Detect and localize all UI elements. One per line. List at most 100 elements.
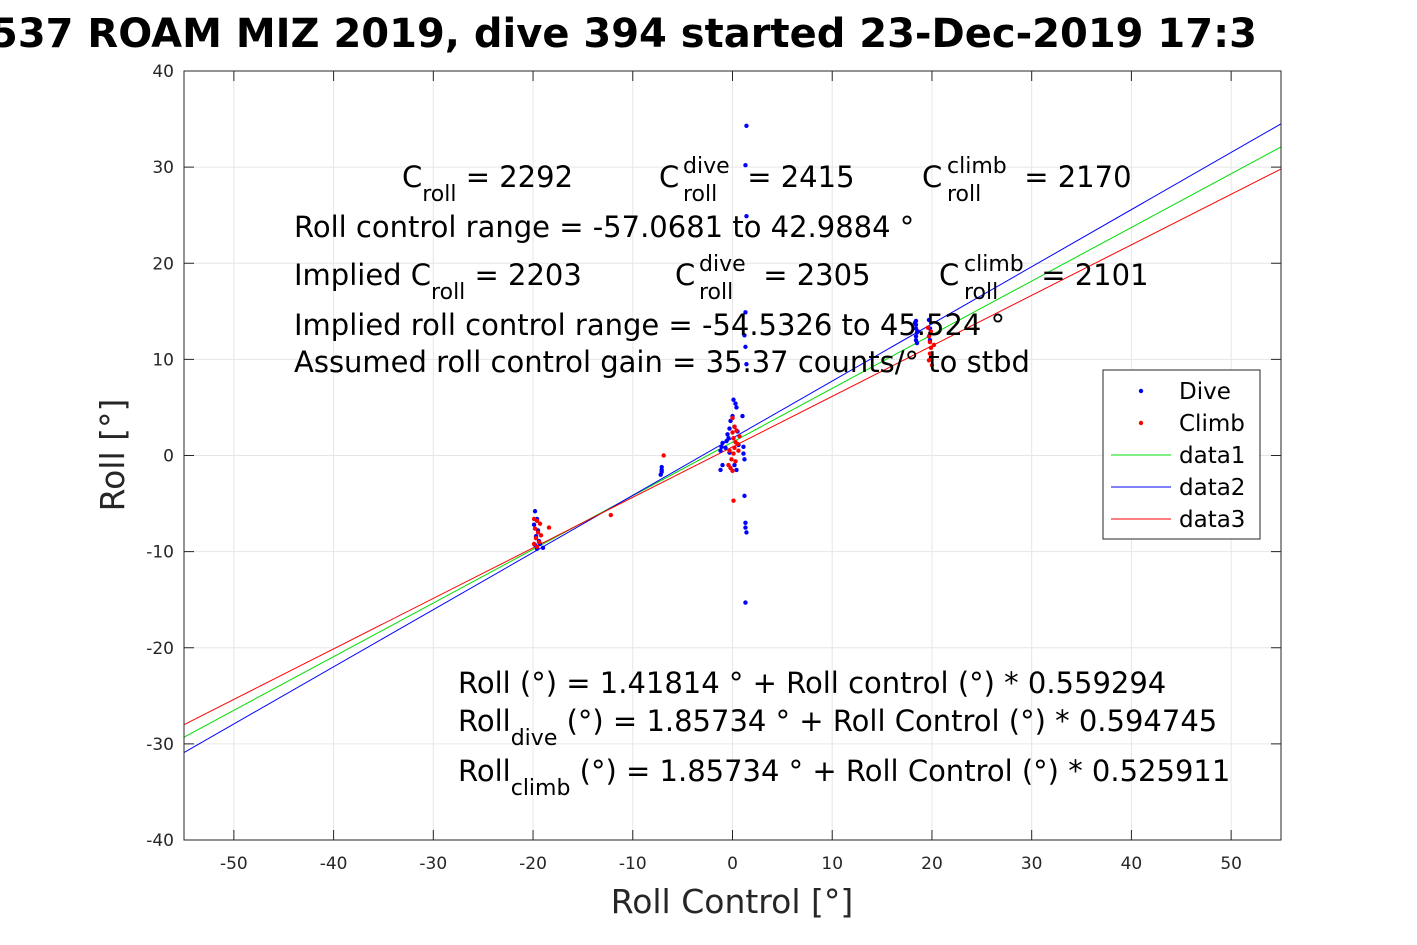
annotation-implied-range: Implied roll control range = -54.5326 to…: [294, 308, 1005, 342]
dive-point: [743, 525, 748, 530]
climb-point: [537, 521, 543, 526]
dive-point: [718, 448, 723, 453]
dive-point: [743, 344, 748, 350]
annotation-implied-croll: Implied Croll = 2203: [294, 258, 582, 305]
dive-point: [743, 163, 748, 168]
dive-point: [742, 457, 747, 462]
annotation-gain: Assumed roll control gain = 35.37 counts…: [294, 345, 1030, 379]
climb-point: [533, 535, 539, 541]
x-tick-label: 50: [1220, 854, 1242, 874]
x-axis-ticks: -50 -40 -30 -20 -10 0 10 20 30 40 50: [220, 71, 1242, 874]
x-tick-label: 0: [727, 854, 738, 874]
legend-items: Dive Climb data1 data2 data3: [1111, 379, 1245, 533]
climb-point: [926, 334, 932, 339]
climb-point: [531, 541, 537, 547]
x-tick-label: 30: [1021, 854, 1043, 874]
climb-point: [931, 342, 937, 348]
dive-point: [733, 401, 738, 406]
dive-point: [540, 545, 546, 550]
legend-label-data3: data3: [1179, 507, 1245, 533]
fit-line-data1: [183, 146, 1282, 738]
dive-point: [725, 432, 730, 437]
climb-point: [731, 435, 736, 441]
dive-point: [742, 333, 747, 338]
climb-point: [731, 498, 736, 503]
dive-point: [915, 329, 921, 334]
climb-point: [732, 445, 737, 451]
climb-point: [727, 448, 732, 453]
x-tick-label: -30: [419, 854, 447, 874]
dive-point: [726, 435, 731, 441]
dive-point: [741, 444, 746, 450]
y-axis-ticks: -40 -30 -20 -10 0 10 20 30 40: [146, 62, 1281, 851]
x-tick-label: 20: [921, 854, 943, 874]
y-tick-label: 30: [152, 158, 174, 178]
climb-point: [734, 428, 739, 433]
annotation-fit-all: Roll (°) = 1.41814 ° + Roll control (°) …: [458, 666, 1166, 700]
dive-point: [532, 509, 538, 514]
climb-point: [928, 355, 934, 360]
y-tick-label: -30: [146, 735, 174, 755]
y-tick-label: -10: [146, 543, 174, 563]
dive-point: [741, 451, 746, 456]
climb-point: [928, 329, 934, 334]
climb-point: [534, 544, 540, 550]
x-tick-label: -10: [619, 854, 647, 874]
climb-point: [733, 459, 738, 464]
dive-point: [744, 361, 749, 367]
climb-point: [732, 424, 737, 429]
dive-point: [720, 440, 725, 446]
y-tick-label: 40: [152, 62, 174, 82]
climb-point: [735, 441, 740, 447]
y-tick-label: -40: [146, 831, 174, 851]
x-tick-label: -50: [220, 854, 248, 874]
climb-point: [927, 351, 933, 356]
x-tick-label: 40: [1121, 854, 1143, 874]
x-axis-label: Roll Control [°]: [611, 882, 854, 921]
annotation-roll-control-range: Roll control range = -57.0681 to 42.9884…: [294, 210, 914, 244]
legend: Dive Climb data1 data2 data3: [1102, 369, 1261, 540]
legend-marker-dive: [1138, 388, 1144, 394]
dive-point: [742, 493, 747, 499]
dive-point: [912, 320, 918, 326]
axes-box: [183, 70, 1282, 841]
climb-point: [736, 448, 741, 453]
dive-point: [743, 600, 748, 605]
y-tick-label: 0: [163, 447, 174, 467]
climb-point: [927, 339, 933, 345]
climb-point: [534, 518, 540, 524]
dive-point: [743, 310, 748, 315]
annotation-croll: Croll = 2292: [402, 160, 573, 207]
climb-point: [730, 415, 735, 421]
climb-point: [661, 453, 666, 458]
climb-point: [538, 533, 544, 538]
dive-point: [734, 405, 739, 410]
dive-point: [531, 522, 537, 527]
x-tick-label: -20: [519, 854, 547, 874]
climb-point: [532, 526, 538, 531]
annotation-fit-dive: Rolldive (°) = 1.85734 ° + Roll Control …: [458, 704, 1217, 751]
climb-point: [536, 539, 542, 545]
dive-point: [732, 462, 737, 468]
annotation-fit-climb: Rollclimb (°) = 1.85734 ° + Roll Control…: [458, 754, 1230, 801]
dive-point: [744, 213, 749, 219]
plot-area: -50 -40 -30 -20 -10 0 10 20 30 40 50 -40 -30 -20 -10 0…: [146, 62, 1282, 874]
dive-point: [926, 317, 932, 323]
y-axis-label: Roll [°]: [93, 399, 132, 512]
dive-point: [744, 123, 749, 128]
x-tick-label: 10: [821, 854, 843, 874]
dive-point: [718, 467, 723, 473]
climb-point: [608, 512, 614, 518]
x-tick-label: -40: [320, 854, 348, 874]
dive-point: [913, 334, 919, 339]
dive-point: [727, 426, 732, 431]
dive-point: [743, 520, 748, 525]
dive-point: [731, 397, 736, 402]
data-points: [531, 123, 937, 605]
dive-point: [723, 445, 728, 451]
